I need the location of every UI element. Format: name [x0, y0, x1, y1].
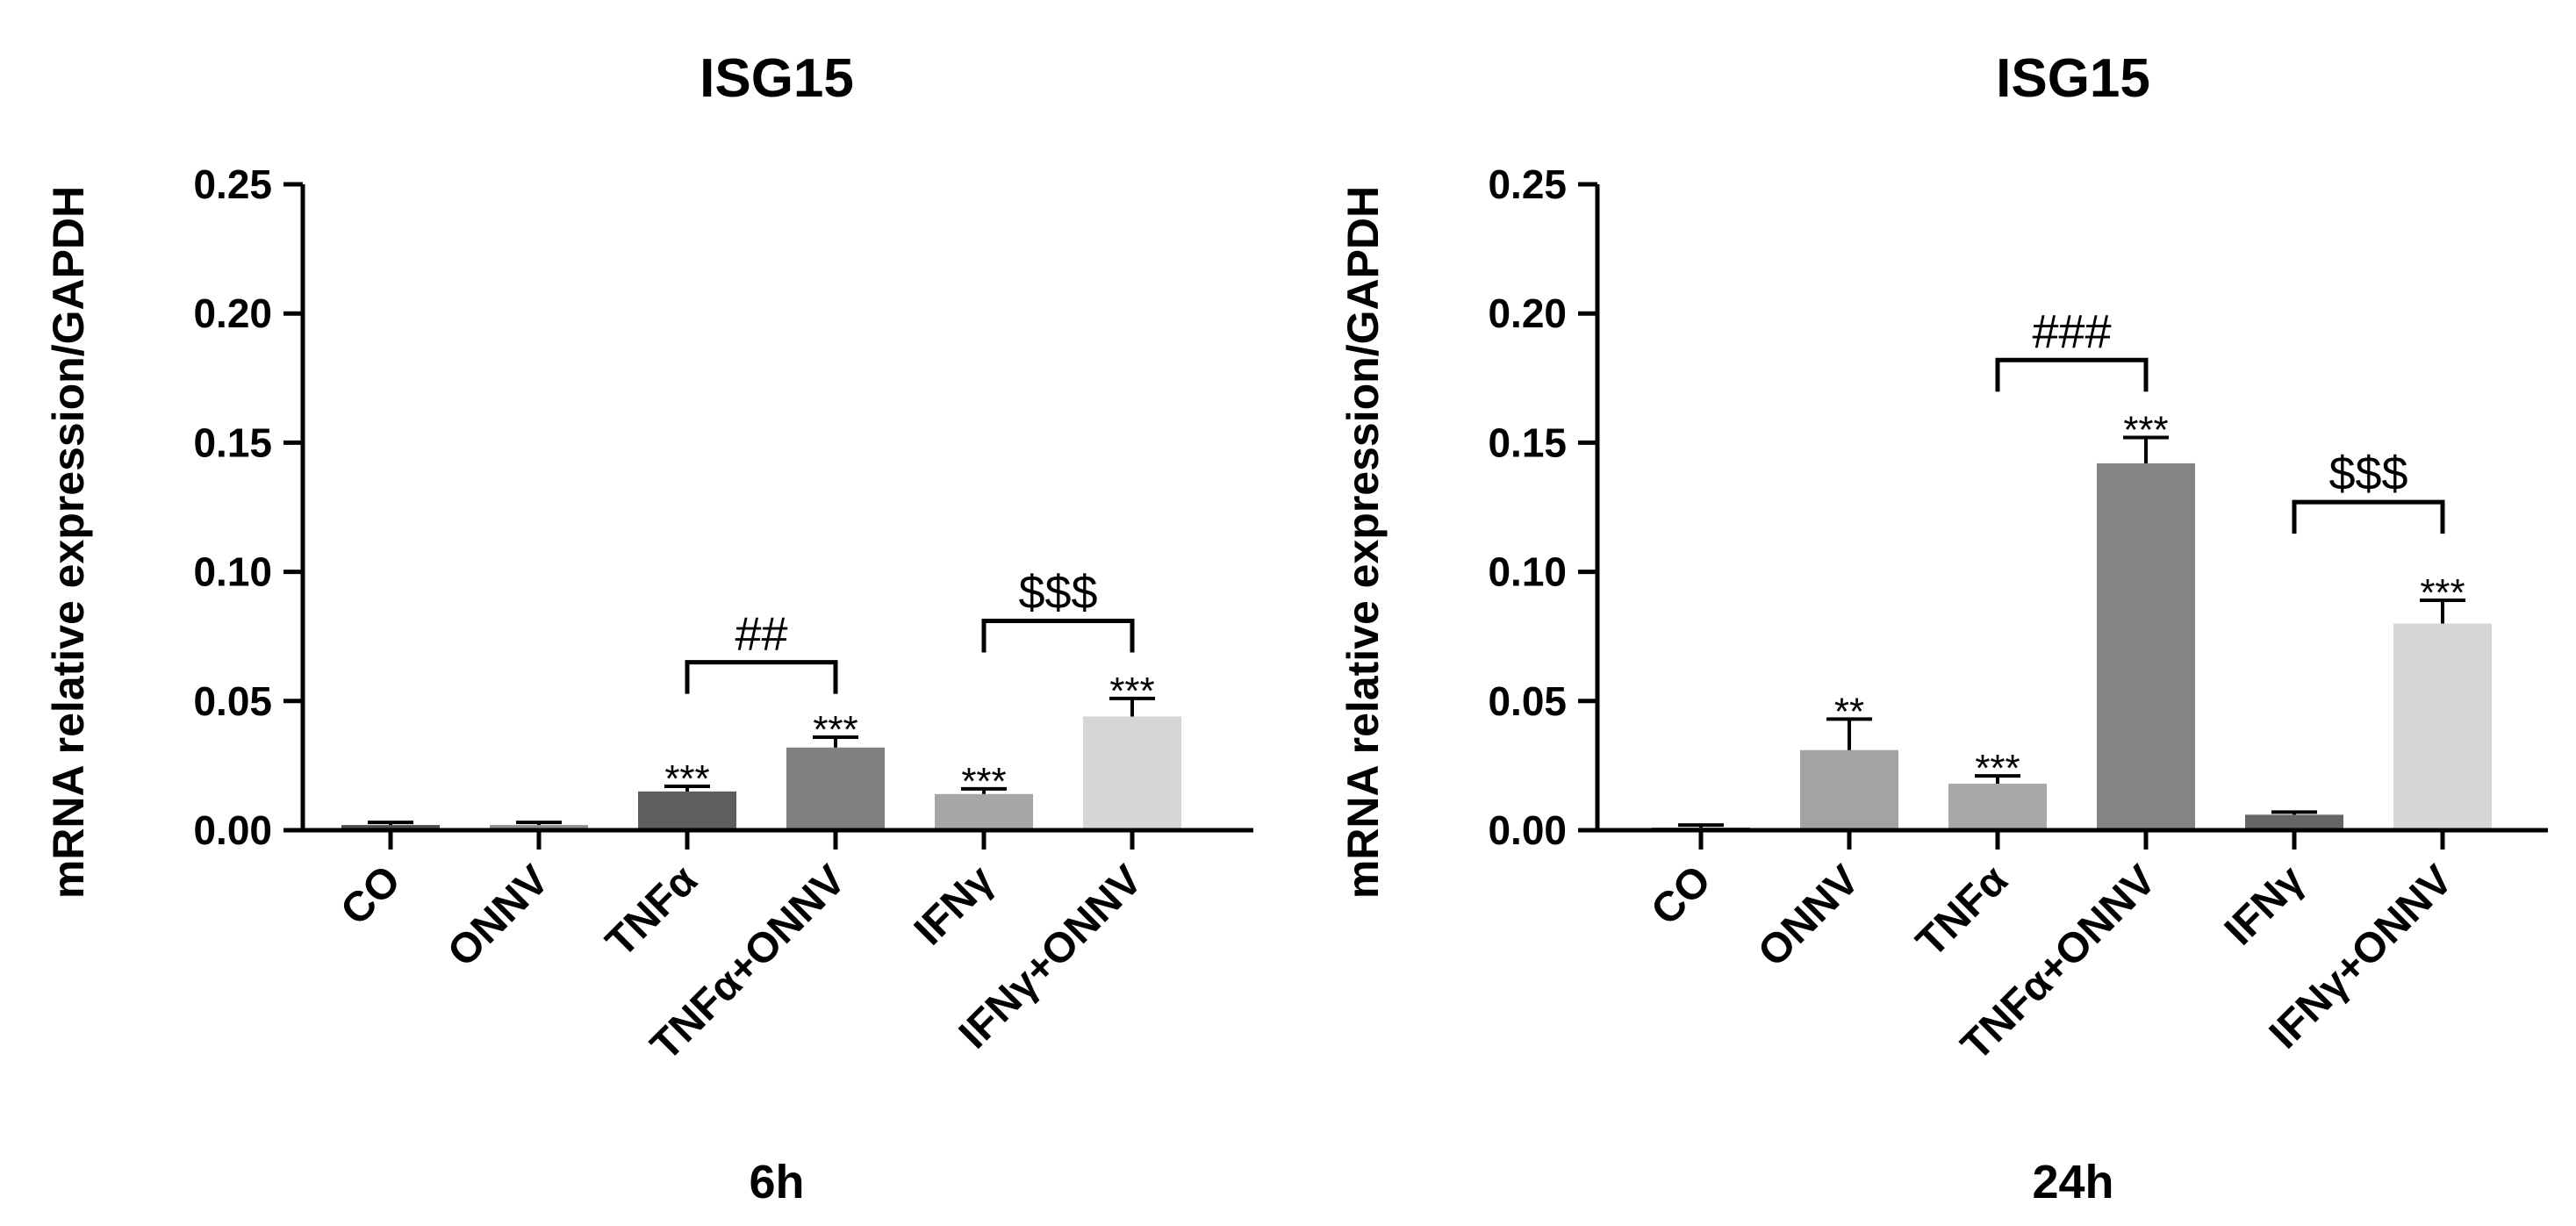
bracket-label-1: ##: [735, 608, 787, 661]
x-axis-label: 6h: [749, 1156, 804, 1208]
chart-title: ISG15: [700, 48, 854, 109]
chart-panel-1: ISG15 mRNA relative expression/GAPDH *** **…: [44, 48, 1253, 1208]
significance-label-6: ***: [1109, 670, 1154, 713]
bracket-label-2: $$$: [1018, 567, 1097, 620]
bar-4: [2097, 462, 2195, 830]
y-tick-label-5: 0.20: [193, 290, 272, 336]
category-label-1: CO: [1642, 857, 1719, 934]
significance-label-4: ***: [813, 708, 857, 751]
y-tick-label-5: 0.20: [1488, 290, 1567, 336]
y-axis-label: mRNA relative expression/GAPDH: [1338, 186, 1388, 899]
significance-label-2: **: [1834, 690, 1864, 733]
bar-5: [935, 793, 1033, 830]
y-tick-label-6: 0.25: [1488, 161, 1567, 207]
bracket-label-2: $$$: [2328, 448, 2407, 500]
comparison-bracket-1: [685, 660, 838, 694]
significance-label-3: ***: [1975, 747, 2020, 790]
y-axis-label: mRNA relative expression/GAPDH: [44, 186, 93, 899]
comparison-bracket-2: [2292, 499, 2445, 534]
category-label-2: ONNV: [1749, 857, 1869, 976]
y-tick-label-1: 0.00: [1488, 807, 1567, 853]
y-tick-label-6: 0.25: [193, 161, 272, 207]
bar-2: [1800, 749, 1898, 830]
bar-3: [1948, 784, 2047, 830]
bar-6: [2393, 623, 2492, 830]
significance-label-4: ***: [2123, 409, 2168, 452]
y-tick-label-4: 0.15: [1488, 419, 1567, 465]
category-label-2: ONNV: [439, 857, 558, 976]
chart-title: ISG15: [1996, 48, 2150, 109]
bar-4: [786, 747, 885, 830]
y-tick-label-2: 0.05: [1488, 678, 1567, 724]
bar-6: [1083, 716, 1181, 830]
significance-label-5: ***: [961, 760, 1006, 803]
y-tick-label-3: 0.10: [1488, 549, 1567, 595]
bar-1: [341, 825, 440, 830]
bar-3: [638, 791, 736, 830]
significance-label-6: ***: [2420, 571, 2465, 614]
y-tick-label-4: 0.15: [193, 419, 272, 465]
bar-2: [490, 825, 588, 830]
y-tick-label-2: 0.05: [193, 678, 272, 724]
significance-label-3: ***: [664, 757, 709, 800]
comparison-bracket-2: [981, 619, 1135, 653]
category-label-5: IFNγ: [906, 857, 1003, 954]
comparison-bracket-1: [1995, 357, 2149, 392]
y-tick-label-3: 0.10: [193, 549, 272, 595]
bar-5: [2245, 814, 2343, 830]
bracket-label-1: ###: [2032, 305, 2111, 358]
category-label-1: CO: [332, 857, 409, 934]
category-label-3: TNFα: [597, 857, 707, 966]
category-label-5: IFNγ: [2216, 857, 2314, 954]
x-axis-label: 24h: [2032, 1156, 2113, 1208]
category-label-3: TNFα: [1907, 857, 2017, 966]
y-tick-label-1: 0.00: [193, 807, 272, 853]
